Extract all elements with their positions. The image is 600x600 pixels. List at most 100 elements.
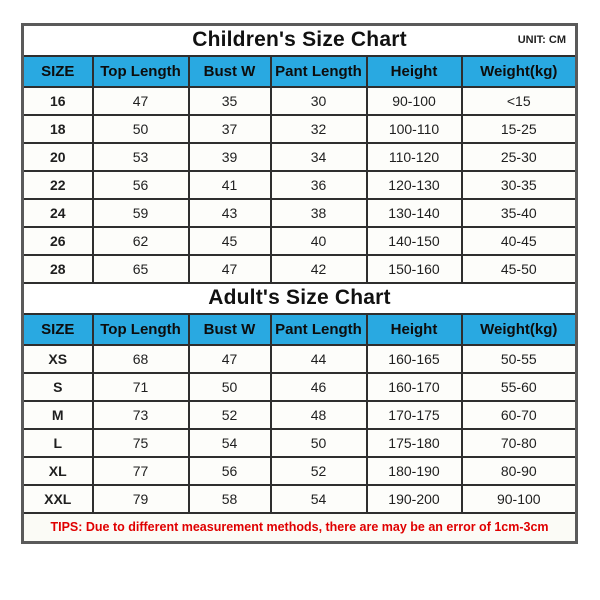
value-cell: 50-55 (460, 343, 578, 374)
value-cell: 160-170 (365, 371, 463, 402)
value-cell: 50 (91, 113, 190, 144)
column-header-weight: Weight(kg) (460, 54, 578, 88)
value-cell: 160-165 (365, 343, 463, 374)
value-cell: 150-160 (365, 253, 463, 284)
size-cell: 26 (21, 225, 94, 256)
size-cell: XL (21, 455, 94, 486)
value-cell: 40-45 (460, 225, 578, 256)
table-row: XL 77 56 52 180-190 80-90 (21, 455, 578, 486)
value-cell: 44 (269, 343, 368, 374)
value-cell: 47 (91, 85, 190, 116)
value-cell: 38 (269, 197, 368, 228)
column-header-weight: Weight(kg) (460, 312, 578, 346)
children-chart-title: Children's Size Chart (192, 28, 407, 52)
adult-rows: XS 68 47 44 160-165 50-55 S 71 50 46 160-170 55-60 M… (21, 343, 578, 514)
value-cell: 90-100 (460, 483, 578, 514)
table-row: 28 65 47 42 150-160 45-50 (21, 253, 578, 284)
column-header-pant-length: Pant Length (269, 312, 368, 346)
value-cell: 52 (187, 399, 272, 430)
value-cell: 75 (91, 427, 190, 458)
value-cell: 39 (187, 141, 272, 172)
value-cell: 56 (187, 455, 272, 486)
children-title-row: Children's Size Chart UNIT: CM (21, 23, 578, 57)
value-cell: 45-50 (460, 253, 578, 284)
table-row: 20 53 39 34 110-120 25-30 (21, 141, 578, 172)
value-cell: 47 (187, 343, 272, 374)
value-cell: 15-25 (460, 113, 578, 144)
table-row: 18 50 37 32 100-110 15-25 (21, 113, 578, 144)
value-cell: 190-200 (365, 483, 463, 514)
table-row: 22 56 41 36 120-130 30-35 (21, 169, 578, 200)
size-cell: 24 (21, 197, 94, 228)
value-cell: 48 (269, 399, 368, 430)
value-cell: 43 (187, 197, 272, 228)
value-cell: 68 (91, 343, 190, 374)
children-header-row: SIZE Top Length Bust W Pant Length Heigh… (21, 54, 578, 88)
column-header-pant-length: Pant Length (269, 54, 368, 88)
size-cell: 16 (21, 85, 94, 116)
column-header-bust-w: Bust W (187, 54, 272, 88)
value-cell: 77 (91, 455, 190, 486)
value-cell: 52 (269, 455, 368, 486)
table-row: 24 59 43 38 130-140 35-40 (21, 197, 578, 228)
value-cell: 30-35 (460, 169, 578, 200)
value-cell: 50 (269, 427, 368, 458)
value-cell: 37 (187, 113, 272, 144)
value-cell: 42 (269, 253, 368, 284)
table-row: 26 62 45 40 140-150 40-45 (21, 225, 578, 256)
size-chart-sheet: Children's Size Chart UNIT: CM SIZE Top … (21, 23, 578, 544)
value-cell: 130-140 (365, 197, 463, 228)
value-cell: 46 (269, 371, 368, 402)
value-cell: 54 (187, 427, 272, 458)
value-cell: 25-30 (460, 141, 578, 172)
value-cell: 65 (91, 253, 190, 284)
value-cell: 59 (91, 197, 190, 228)
value-cell: 62 (91, 225, 190, 256)
value-cell: 71 (91, 371, 190, 402)
value-cell: 100-110 (365, 113, 463, 144)
value-cell: 40 (269, 225, 368, 256)
value-cell: 35-40 (460, 197, 578, 228)
value-cell: 60-70 (460, 399, 578, 430)
size-cell: M (21, 399, 94, 430)
value-cell: 90-100 (365, 85, 463, 116)
value-cell: 50 (187, 371, 272, 402)
table-row: S 71 50 46 160-170 55-60 (21, 371, 578, 402)
size-cell: XS (21, 343, 94, 374)
value-cell: 36 (269, 169, 368, 200)
value-cell: 80-90 (460, 455, 578, 486)
size-cell: 18 (21, 113, 94, 144)
value-cell: 120-130 (365, 169, 463, 200)
value-cell: 73 (91, 399, 190, 430)
adult-chart-title: Adult's Size Chart (208, 286, 391, 309)
value-cell: 30 (269, 85, 368, 116)
size-cell: L (21, 427, 94, 458)
adult-header-row: SIZE Top Length Bust W Pant Length Heigh… (21, 312, 578, 346)
size-cell: XXL (21, 483, 94, 514)
value-cell: 55-60 (460, 371, 578, 402)
value-cell: 56 (91, 169, 190, 200)
column-header-size: SIZE (21, 312, 94, 346)
value-cell: 45 (187, 225, 272, 256)
table-row: XXL 79 58 54 190-200 90-100 (21, 483, 578, 514)
children-rows: 16 47 35 30 90-100 <15 18 50 37 32 100-110 15-25 20 5… (21, 85, 578, 284)
value-cell: 79 (91, 483, 190, 514)
column-header-size: SIZE (21, 54, 94, 88)
column-header-bust-w: Bust W (187, 312, 272, 346)
value-cell: 41 (187, 169, 272, 200)
value-cell: 34 (269, 141, 368, 172)
unit-label: UNIT: CM (517, 34, 566, 47)
value-cell: 175-180 (365, 427, 463, 458)
table-row: L 75 54 50 175-180 70-80 (21, 427, 578, 458)
column-header-height: Height (365, 312, 463, 346)
value-cell: 32 (269, 113, 368, 144)
size-cell: 28 (21, 253, 94, 284)
table-row: M 73 52 48 170-175 60-70 (21, 399, 578, 430)
children-title-cell: Children's Size Chart UNIT: CM (21, 23, 578, 57)
tips-text: TIPS: Due to different measurement metho… (21, 511, 578, 544)
value-cell: 70-80 (460, 427, 578, 458)
value-cell: 53 (91, 141, 190, 172)
value-cell: 140-150 (365, 225, 463, 256)
size-chart-table: Children's Size Chart UNIT: CM SIZE Top … (21, 23, 578, 544)
value-cell: 170-175 (365, 399, 463, 430)
